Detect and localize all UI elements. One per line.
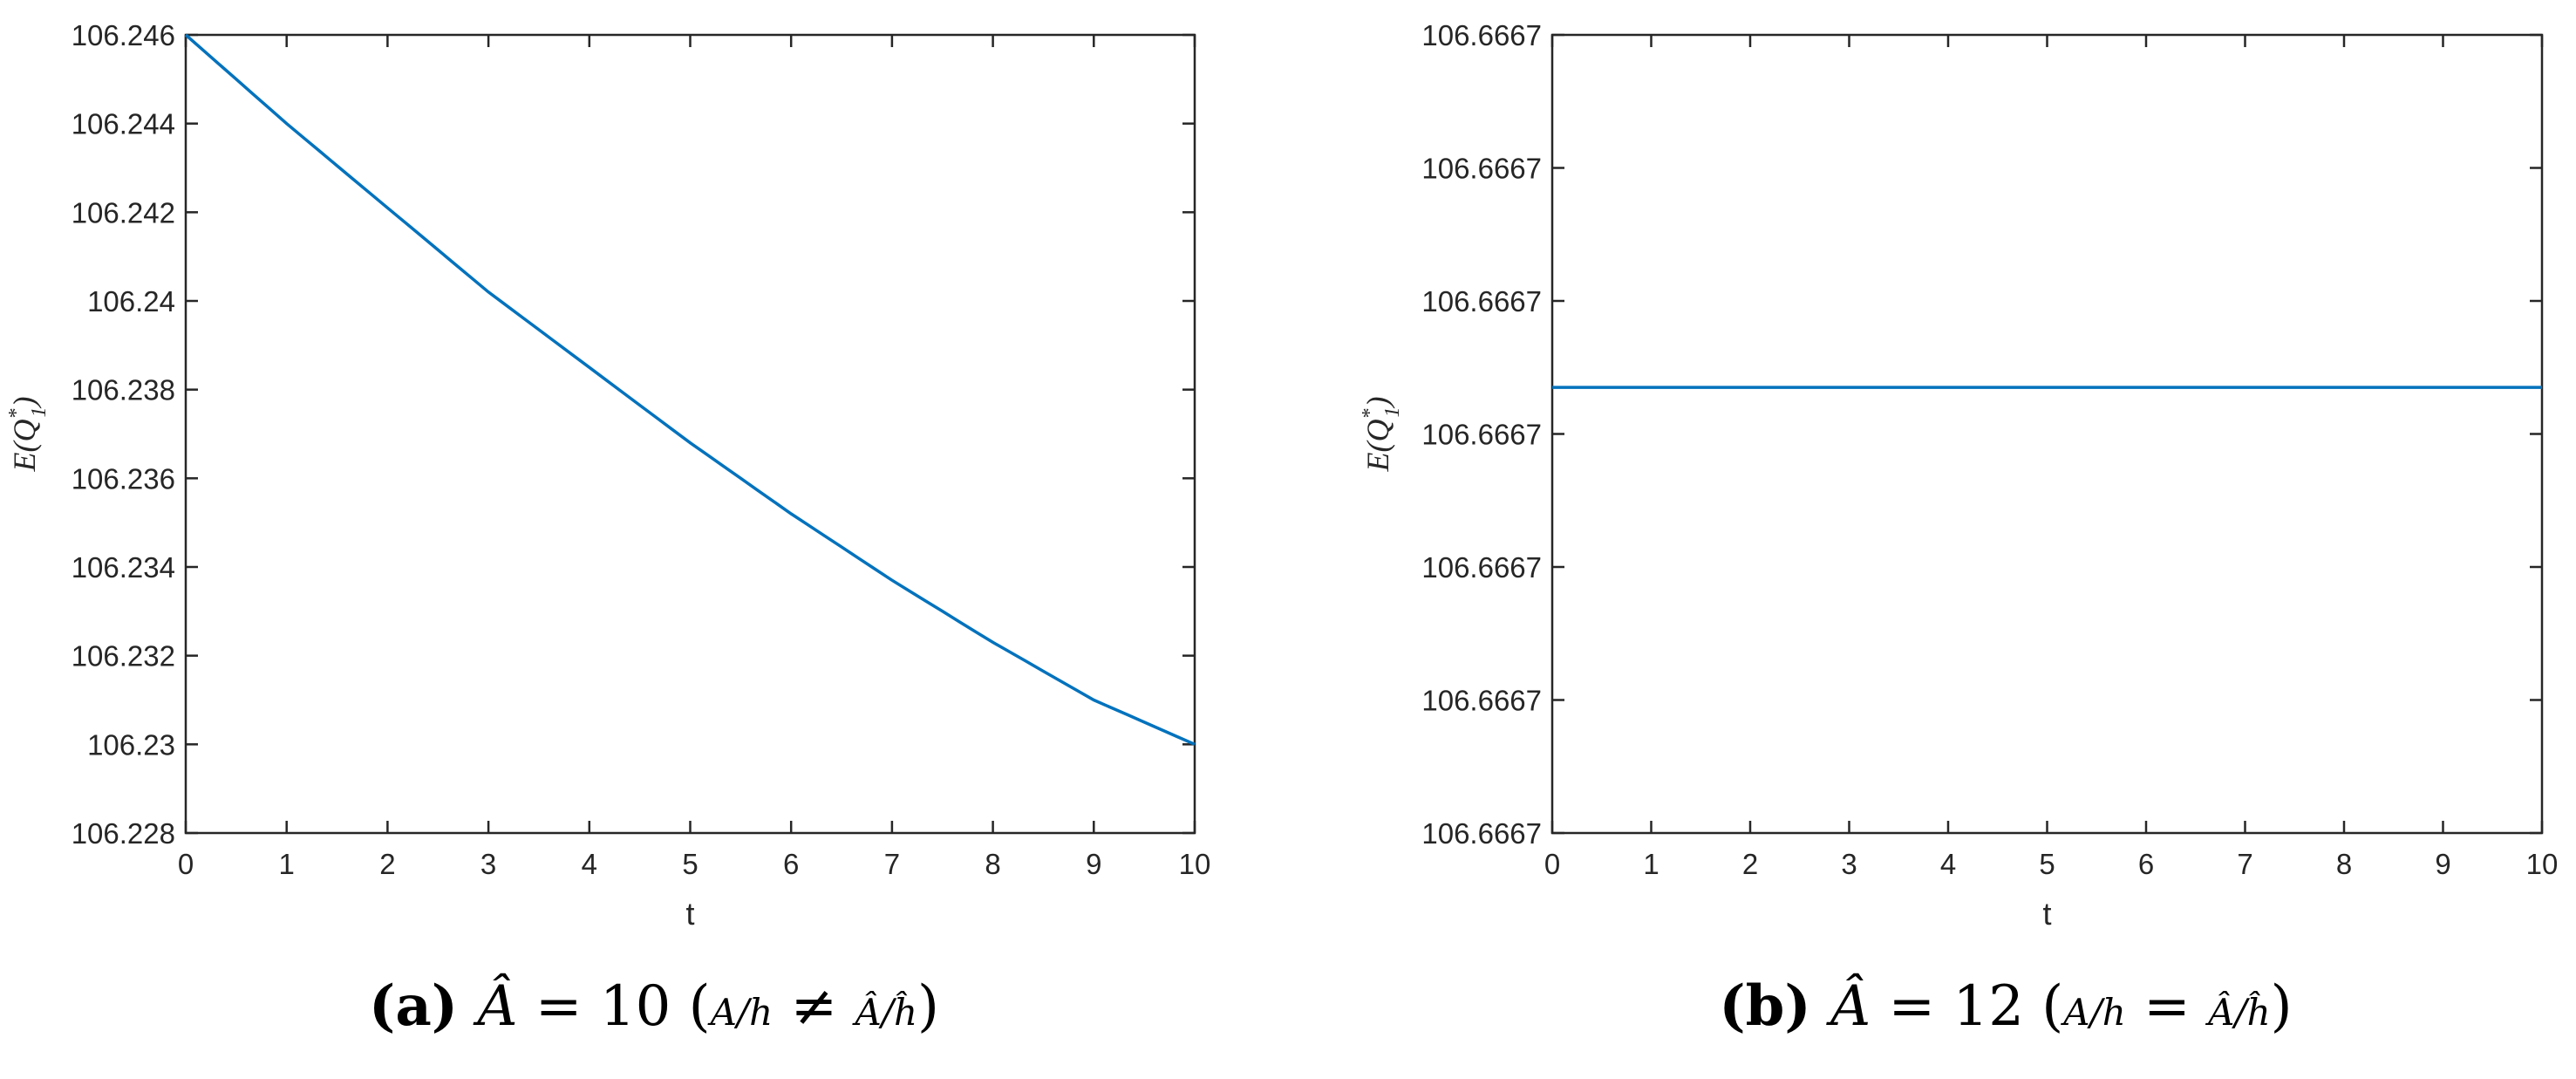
x-tick-label: 5 bbox=[2039, 848, 2055, 880]
x-tick-label: 8 bbox=[2336, 848, 2352, 880]
x-tick-label: 1 bbox=[279, 848, 295, 880]
y-tick-label: 106.236 bbox=[72, 462, 175, 495]
x-tick-label: 10 bbox=[2526, 848, 2559, 880]
x-tick-label: 0 bbox=[178, 848, 194, 880]
x-tick-label: 3 bbox=[480, 848, 496, 880]
x-tick-label: 7 bbox=[2237, 848, 2252, 880]
y-tick-label: 106.244 bbox=[72, 108, 175, 140]
x-tick-label: 4 bbox=[582, 848, 597, 880]
x-tick-label: 10 bbox=[1179, 848, 1211, 880]
y-tick-label: 106.238 bbox=[72, 374, 175, 406]
y-tick-label: 106.6667 bbox=[1421, 551, 1542, 584]
x-axis-label: t bbox=[2042, 896, 2051, 932]
y-tick-label: 106.24 bbox=[87, 285, 175, 318]
y-tick-label: 106.242 bbox=[72, 196, 175, 229]
y-axis-label: E(Q*1) bbox=[5, 397, 51, 473]
panel-caption: (b) Â = 12 (A/h = Â/ĥ) bbox=[1719, 973, 2292, 1039]
y-tick-label: 106.228 bbox=[72, 817, 175, 850]
x-tick-label: 5 bbox=[682, 848, 698, 880]
x-tick-label: 9 bbox=[1086, 848, 1101, 880]
panel-caption: (a) Â = 10 (A/h ≠ Â/ĥ) bbox=[369, 973, 939, 1039]
y-tick-label: 106.6667 bbox=[1421, 19, 1542, 51]
data-series-line bbox=[184, 33, 1196, 746]
y-tick-label: 106.6667 bbox=[1421, 685, 1542, 717]
plot-area-frame bbox=[184, 33, 1196, 835]
x-tick-label: 4 bbox=[1940, 848, 1956, 880]
y-tick-label: 106.234 bbox=[72, 551, 175, 584]
y-tick-label: 106.6667 bbox=[1421, 153, 1542, 185]
plot-area-frame bbox=[1550, 33, 2544, 835]
x-tick-label: 8 bbox=[985, 848, 1000, 880]
x-axis-label: t bbox=[685, 896, 694, 932]
y-tick-label: 106.6667 bbox=[1421, 817, 1542, 850]
x-tick-label: 7 bbox=[884, 848, 900, 880]
y-tick-label: 106.6667 bbox=[1421, 285, 1542, 318]
y-tick-label: 106.232 bbox=[72, 640, 175, 673]
x-tick-label: 3 bbox=[1841, 848, 1857, 880]
x-tick-label: 6 bbox=[783, 848, 799, 880]
x-tick-label: 2 bbox=[379, 848, 395, 880]
panel-b: 0 1 2 3 4 5 6 7 8 9 10 106.6667 106.6667 106.6667 106.… bbox=[1359, 19, 2558, 1039]
panel-a: 0 1 2 3 4 5 6 7 8 9 10 106.228 106.23 106.232 106.234 1… bbox=[5, 19, 1210, 1039]
y-tick-label: 106.6667 bbox=[1421, 419, 1542, 451]
x-tick-label: 1 bbox=[1643, 848, 1659, 880]
y-tick-label: 106.246 bbox=[72, 19, 175, 51]
x-tick-label: 0 bbox=[1544, 848, 1560, 880]
y-axis-label: E(Q*1) bbox=[1359, 397, 1404, 473]
x-tick-label: 6 bbox=[2138, 848, 2154, 880]
x-tick-label: 9 bbox=[2435, 848, 2450, 880]
y-tick-label: 106.23 bbox=[87, 728, 175, 761]
x-tick-label: 2 bbox=[1742, 848, 1758, 880]
